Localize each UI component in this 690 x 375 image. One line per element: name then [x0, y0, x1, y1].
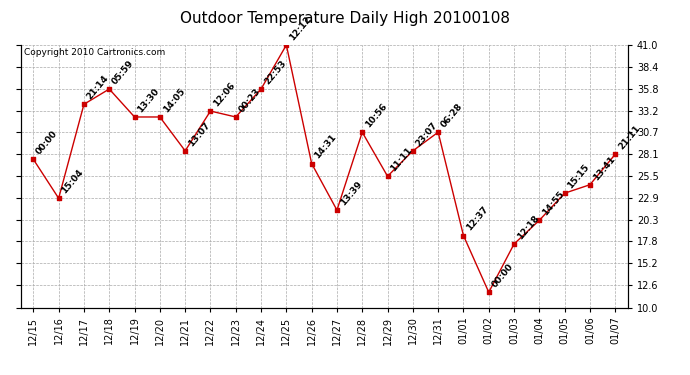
- Text: 12:12: 12:12: [288, 15, 313, 42]
- Text: 21:11: 21:11: [617, 124, 642, 152]
- Point: [104, 86, 115, 92]
- Point: [610, 151, 621, 157]
- Text: 06:28: 06:28: [440, 102, 465, 129]
- Text: 13:07: 13:07: [186, 120, 212, 148]
- Point: [179, 148, 190, 154]
- Text: 12:37: 12:37: [465, 205, 490, 233]
- Point: [255, 86, 266, 92]
- Text: 14:31: 14:31: [313, 133, 338, 161]
- Point: [584, 182, 595, 188]
- Text: 11:11: 11:11: [389, 146, 414, 174]
- Text: 14:55: 14:55: [541, 190, 566, 217]
- Point: [534, 217, 545, 223]
- Point: [53, 195, 64, 201]
- Point: [407, 148, 418, 154]
- Point: [559, 190, 570, 196]
- Point: [458, 232, 469, 238]
- Point: [483, 289, 494, 295]
- Text: 15:04: 15:04: [60, 168, 86, 195]
- Text: Copyright 2010 Cartronics.com: Copyright 2010 Cartronics.com: [23, 48, 165, 57]
- Text: 22:53: 22:53: [262, 58, 288, 86]
- Point: [509, 241, 520, 247]
- Text: 13:30: 13:30: [136, 87, 161, 114]
- Text: 21:14: 21:14: [86, 74, 110, 102]
- Text: 14:05: 14:05: [161, 87, 186, 114]
- Point: [155, 114, 166, 120]
- Point: [331, 207, 342, 213]
- Point: [281, 42, 292, 48]
- Text: 00:23: 00:23: [237, 87, 262, 114]
- Point: [79, 101, 90, 107]
- Text: 10:56: 10:56: [364, 102, 389, 129]
- Text: 00:00: 00:00: [34, 129, 60, 156]
- Point: [433, 129, 444, 135]
- Text: 13:41: 13:41: [591, 154, 617, 182]
- Text: 05:59: 05:59: [110, 58, 136, 86]
- Text: 12:06: 12:06: [212, 81, 237, 108]
- Text: 13:39: 13:39: [338, 180, 364, 207]
- Text: 15:15: 15:15: [566, 163, 591, 190]
- Point: [28, 156, 39, 162]
- Text: 00:00: 00:00: [490, 262, 515, 290]
- Point: [306, 160, 317, 166]
- Text: 12:18: 12:18: [515, 213, 541, 241]
- Point: [230, 114, 241, 120]
- Text: 23:07: 23:07: [414, 120, 440, 148]
- Point: [382, 173, 393, 179]
- Text: Outdoor Temperature Daily High 20100108: Outdoor Temperature Daily High 20100108: [180, 11, 510, 26]
- Point: [357, 129, 368, 135]
- Point: [129, 114, 140, 120]
- Point: [205, 108, 216, 114]
